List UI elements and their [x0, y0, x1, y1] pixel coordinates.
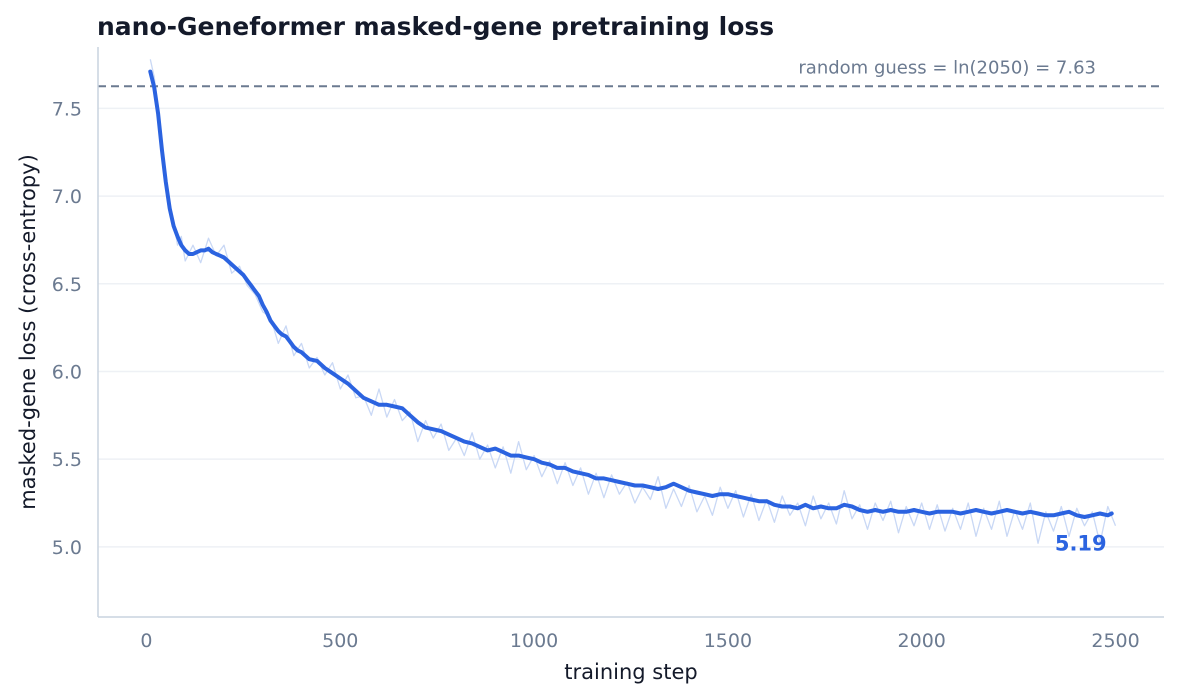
y-tick-label: 5.5: [52, 449, 82, 471]
x-tick-label: 2000: [898, 630, 946, 652]
random-guess-label: random guess = ln(2050) = 7.63: [798, 57, 1096, 78]
y-tick-label: 6.0: [52, 361, 82, 383]
x-tick-label: 2500: [1091, 630, 1139, 652]
x-tick-label: 1500: [704, 630, 752, 652]
y-tick-label: 6.5: [52, 274, 82, 296]
smoothed-loss-line: [148, 69, 1114, 519]
reference-line-group: random guess = ln(2050) = 7.63: [98, 57, 1164, 88]
y-tick-label: 7.5: [52, 98, 82, 120]
x-axis-label: training step: [564, 660, 697, 684]
final-value-label: 5.19: [1055, 532, 1107, 556]
tick-labels: 5.0 5.5 6.0 6.5 7.0 7.5 0 500 1000 1500 2000 2500: [52, 98, 1140, 652]
axes: [97, 47, 1164, 618]
x-tick-label: 0: [140, 630, 152, 652]
series-group: [148, 59, 1117, 544]
grid-lines: [98, 107, 1164, 548]
y-tick-label: 7.0: [52, 186, 82, 208]
x-tick-label: 500: [322, 630, 358, 652]
y-axis-label: masked-gene loss (cross-entropy): [16, 154, 40, 510]
chart-title: nano-Geneformer masked-gene pretraining …: [97, 12, 774, 41]
x-tick-label: 1000: [510, 630, 558, 652]
raw-loss-line: [149, 59, 1117, 544]
y-tick-label: 5.0: [52, 537, 82, 559]
